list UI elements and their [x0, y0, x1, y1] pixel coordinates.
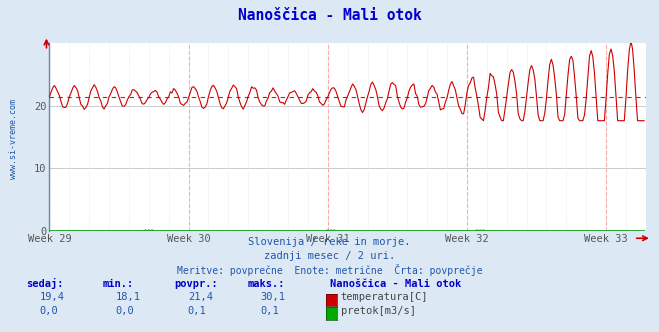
Text: Meritve: povprečne  Enote: metrične  Črta: povprečje: Meritve: povprečne Enote: metrične Črta:… [177, 264, 482, 276]
Text: 30,1: 30,1 [260, 292, 285, 302]
Text: min.:: min.: [102, 279, 133, 289]
Text: sedaj:: sedaj: [26, 278, 64, 289]
Text: maks.:: maks.: [247, 279, 285, 289]
Text: 0,0: 0,0 [40, 306, 58, 316]
Text: povpr.:: povpr.: [175, 279, 218, 289]
Text: zadnji mesec / 2 uri.: zadnji mesec / 2 uri. [264, 251, 395, 261]
Text: www.si-vreme.com: www.si-vreme.com [9, 100, 18, 179]
Text: 0,1: 0,1 [260, 306, 279, 316]
Text: 18,1: 18,1 [115, 292, 140, 302]
Text: Nanoščica - Mali otok: Nanoščica - Mali otok [330, 279, 461, 289]
Text: Nanoščica - Mali otok: Nanoščica - Mali otok [238, 8, 421, 23]
Text: 0,1: 0,1 [188, 306, 206, 316]
Text: 0,0: 0,0 [115, 306, 134, 316]
Text: pretok[m3/s]: pretok[m3/s] [341, 306, 416, 316]
Text: 21,4: 21,4 [188, 292, 213, 302]
Text: Slovenija / reke in morje.: Slovenija / reke in morje. [248, 237, 411, 247]
Text: temperatura[C]: temperatura[C] [341, 292, 428, 302]
Text: 19,4: 19,4 [40, 292, 65, 302]
